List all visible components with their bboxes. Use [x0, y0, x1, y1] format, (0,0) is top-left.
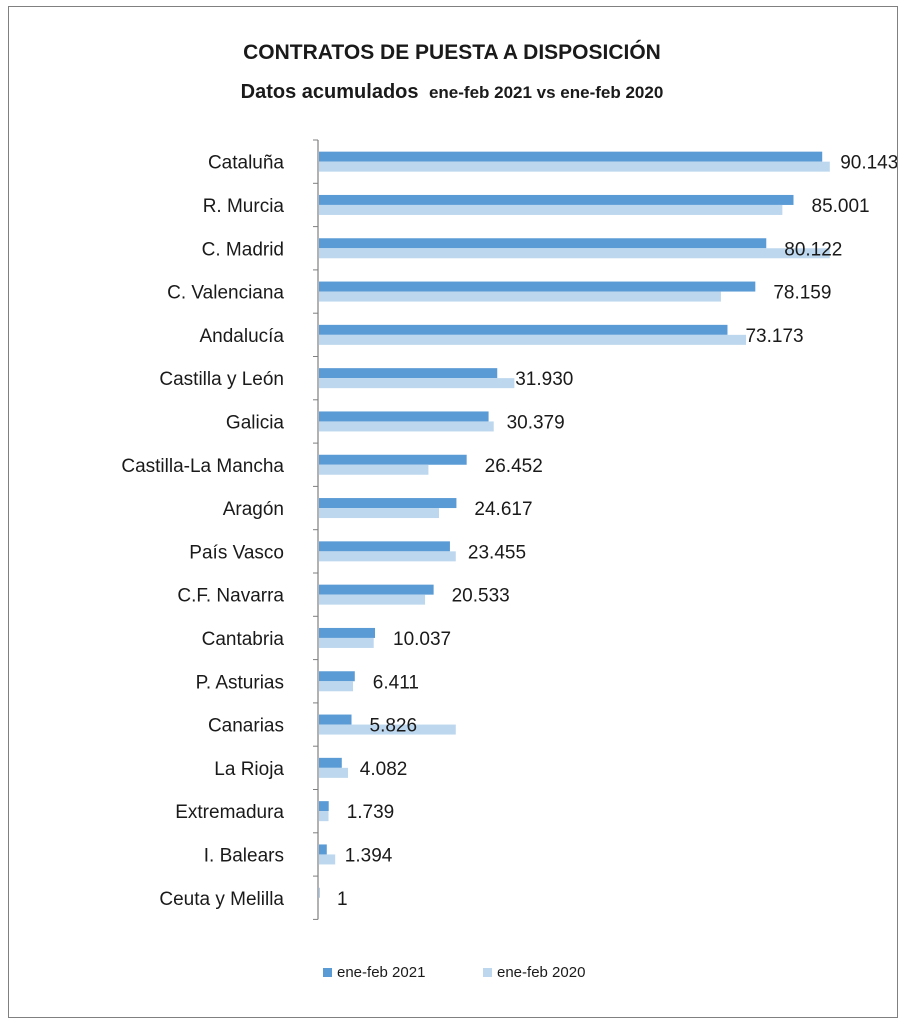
bar-ene-feb-2021: [319, 584, 434, 595]
data-label: 90.143: [840, 153, 897, 174]
bar-ene-feb-2021: [319, 238, 767, 249]
bar-ene-feb-2020: [319, 594, 426, 605]
category-label: Castilla-La Mancha: [121, 456, 284, 477]
bar-ene-feb-2020: [319, 508, 440, 519]
data-label: 1.394: [345, 845, 393, 866]
bar-ene-feb-2020: [319, 248, 830, 259]
category-label: Andalucía: [199, 326, 284, 347]
bar-ene-feb-2020: [319, 681, 354, 692]
bar-ene-feb-2021: [319, 368, 498, 379]
category-label: Castilla y León: [159, 369, 284, 390]
bar-ene-feb-2021: [319, 714, 352, 725]
category-label: Cataluña: [208, 153, 284, 174]
data-label: 30.379: [507, 412, 565, 433]
data-label: 80.122: [784, 239, 842, 260]
category-label: C. Madrid: [202, 239, 284, 260]
category-label: Galicia: [226, 412, 285, 433]
category-label: P. Asturias: [196, 672, 284, 693]
data-label: 26.452: [485, 456, 543, 477]
legend-swatch: [323, 968, 332, 977]
category-label: C. Valenciana: [167, 283, 284, 304]
bar-ene-feb-2020: [319, 378, 515, 389]
bar-ene-feb-2020: [319, 811, 329, 822]
chart-frame: CONTRATOS DE PUESTA A DISPOSICIÓN Datos …: [8, 6, 898, 1018]
category-label: Canarias: [208, 716, 284, 737]
bar-ene-feb-2020: [319, 161, 830, 172]
bar-ene-feb-2021: [319, 844, 327, 855]
bar-ene-feb-2021: [319, 757, 342, 768]
legend-swatch: [483, 968, 492, 977]
category-label: Extremadura: [175, 802, 284, 823]
data-label: 73.173: [745, 326, 803, 347]
chart-subtitle-bold: Datos acumulados: [241, 81, 419, 103]
category-label: Cantabria: [202, 629, 285, 650]
data-label: 24.617: [474, 499, 532, 520]
category-label: I. Balears: [204, 845, 284, 866]
category-label: Ceuta y Melilla: [159, 889, 284, 910]
bar-ene-feb-2021: [319, 801, 329, 812]
chart-subtitle: Datos acumulados ene-feb 2021 vs ene-feb…: [241, 81, 664, 103]
bar-ene-feb-2021: [319, 498, 457, 509]
bar-ene-feb-2020: [319, 464, 429, 475]
bar-ene-feb-2021: [319, 411, 489, 422]
bar-ene-feb-2021: [319, 281, 756, 292]
bar-ene-feb-2021: [319, 887, 320, 898]
bar-ene-feb-2020: [319, 854, 336, 865]
bar-ene-feb-2020: [319, 291, 721, 302]
bar-ene-feb-2021: [319, 671, 355, 682]
data-label: 4.082: [360, 759, 408, 780]
category-label: La Rioja: [214, 759, 284, 780]
data-label: 1.739: [347, 802, 395, 823]
data-label: 10.037: [393, 629, 451, 650]
data-label: 5.826: [370, 716, 418, 737]
legend-label: ene-feb 2021: [337, 964, 425, 981]
bar-ene-feb-2020: [319, 637, 374, 648]
bar-ene-feb-2021: [319, 541, 450, 552]
bar-ene-feb-2020: [319, 334, 747, 345]
category-label: País Vasco: [189, 542, 284, 563]
plot-area: Cataluña 90.143 R. Murcia 85.001 C. Madrid 80…: [121, 139, 897, 920]
chart-title: CONTRATOS DE PUESTA A DISPOSICIÓN: [243, 40, 661, 64]
bar-ene-feb-2020: [319, 551, 456, 562]
category-label: Aragón: [223, 499, 284, 520]
bar-ene-feb-2020: [319, 421, 494, 432]
bar-ene-feb-2021: [319, 454, 467, 465]
data-label: 23.455: [468, 542, 526, 563]
bar-ene-feb-2020: [319, 724, 456, 735]
bar-ene-feb-2021: [319, 194, 794, 205]
data-label: 20.533: [452, 586, 510, 607]
chart-subtitle-rest: ene-feb 2021 vs ene-feb 2020: [429, 83, 663, 102]
category-label: R. Murcia: [203, 196, 285, 217]
data-label: 31.930: [515, 369, 573, 390]
legend: ene-feb 2021 ene-feb 2020: [323, 964, 585, 981]
bar-ene-feb-2021: [319, 151, 823, 162]
bar-ene-feb-2020: [319, 204, 783, 215]
bar-ene-feb-2020: [319, 767, 349, 778]
category-label: C.F. Navarra: [177, 586, 284, 607]
bar-ene-feb-2021: [319, 627, 376, 638]
data-label: 78.159: [773, 283, 831, 304]
data-label: 6.411: [373, 672, 419, 693]
legend-label: ene-feb 2020: [497, 964, 585, 981]
data-label: 85.001: [812, 196, 870, 217]
bar-chart: CONTRATOS DE PUESTA A DISPOSICIÓN Datos …: [121, 40, 897, 981]
bar-ene-feb-2021: [319, 324, 728, 335]
data-label: 1: [337, 889, 348, 910]
